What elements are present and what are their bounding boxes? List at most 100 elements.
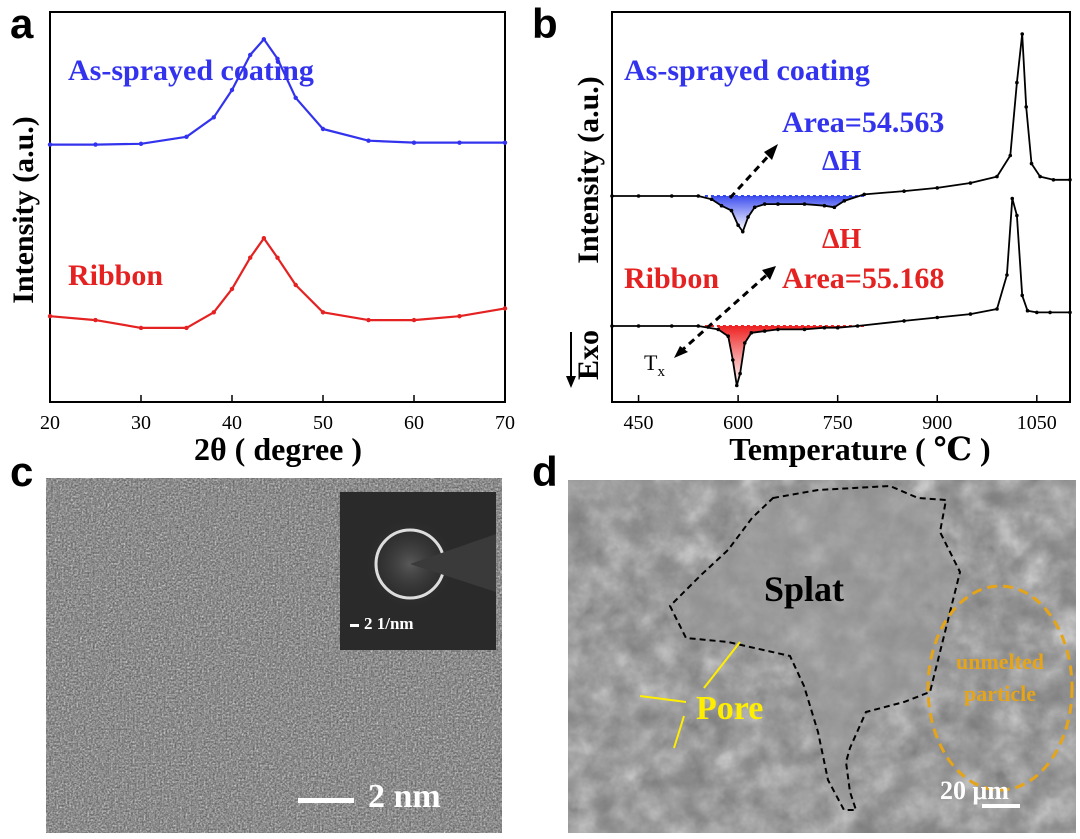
data-point — [47, 142, 53, 147]
pore-arrows — [639, 641, 741, 749]
data-point — [1024, 105, 1028, 109]
data-point — [275, 56, 280, 61]
x-tick-label: 450 — [624, 412, 654, 434]
splat-region — [668, 484, 962, 811]
series-label-ribbon: Ribbon — [68, 259, 163, 292]
data-point — [738, 371, 742, 376]
data-point — [726, 334, 730, 339]
scale-bar — [298, 798, 354, 803]
x-axis-label: Temperature ( ℃ ) — [729, 431, 990, 467]
data-point — [1068, 310, 1072, 315]
data-point — [776, 202, 780, 206]
data-point — [229, 87, 235, 93]
splat-label: Splat — [764, 569, 845, 609]
x-tick-label: 1050 — [1017, 412, 1057, 434]
data-point — [636, 194, 641, 198]
series-label-as-sprayed: As-sprayed coating — [68, 54, 314, 87]
data-point — [995, 174, 999, 179]
data-point — [822, 325, 827, 330]
data-point — [669, 194, 674, 198]
data-point — [248, 255, 253, 260]
data-point — [719, 203, 724, 208]
exo-label: Exo — [572, 330, 605, 380]
scale-label: 20 μm — [940, 776, 1009, 805]
data-point — [734, 383, 739, 388]
data-point — [457, 140, 462, 145]
data-point — [669, 324, 674, 328]
data-point — [1005, 273, 1009, 277]
x-tick-label: 60 — [404, 412, 424, 434]
data-point — [47, 314, 53, 319]
y-axis-label: Intensity (a.u.) — [572, 76, 605, 264]
data-point — [1025, 308, 1030, 313]
data-point — [746, 215, 750, 219]
dh-area-fill-1 — [718, 326, 858, 386]
data-point — [457, 314, 462, 319]
data-point — [320, 126, 326, 132]
data-point — [716, 327, 721, 332]
data-point — [1020, 32, 1025, 36]
scale-label: 2 nm — [368, 778, 441, 815]
data-point — [610, 194, 614, 198]
data-point — [1048, 310, 1052, 315]
scale-bar — [982, 804, 1020, 808]
dsc-chart: 450 600 750 900 1050 As-sprayed coating Area… — [566, 11, 1072, 467]
panel-letter-d: d — [532, 448, 558, 495]
data-point — [902, 189, 906, 193]
data-point — [762, 202, 767, 206]
panel-letter-a: a — [10, 0, 34, 47]
data-point — [610, 324, 614, 328]
x-tick-label: 600 — [723, 412, 753, 434]
series-label-ribbon: Ribbon — [624, 262, 719, 295]
data-point — [835, 325, 840, 330]
data-point — [802, 327, 807, 332]
data-point — [293, 282, 298, 288]
dh-area-fill-0 — [711, 194, 865, 232]
area-label-bottom: Area=55.168 — [782, 262, 944, 295]
sem-image: Splat Pore unmelted particle 20 μm — [568, 480, 1076, 833]
data-point — [696, 324, 701, 328]
x-tick-label: 750 — [823, 412, 853, 434]
data-point — [261, 236, 267, 241]
dh-label-bottom: ΔH — [822, 224, 862, 255]
plot-frame — [49, 11, 506, 403]
data-point — [709, 197, 714, 202]
annotation-arrows — [674, 144, 778, 358]
data-point — [320, 310, 326, 315]
data-point — [411, 317, 417, 323]
area-label-top: Area=54.563 — [782, 106, 944, 139]
data-point — [211, 310, 216, 315]
x-tick-label: 900 — [922, 412, 952, 434]
data-point — [184, 134, 189, 139]
data-point — [1038, 174, 1042, 179]
data-point — [275, 255, 280, 260]
arrow-bottom — [679, 270, 771, 354]
plot-frame — [611, 11, 1071, 403]
data-point — [366, 317, 371, 323]
data-point — [636, 324, 641, 328]
data-point — [1020, 293, 1025, 298]
data-point — [696, 194, 701, 198]
data-point — [1035, 310, 1039, 315]
dh-label-top: ΔH — [822, 146, 862, 177]
data-point — [862, 192, 867, 197]
sem-texture — [568, 480, 1076, 833]
x-tick-label: 70 — [495, 412, 515, 434]
data-point — [968, 312, 973, 316]
data-point — [1010, 196, 1015, 201]
arrowhead-top — [764, 144, 778, 160]
data-point — [762, 329, 767, 333]
data-point — [93, 317, 98, 323]
x-tick-label: 40 — [222, 412, 242, 434]
pore-label: Pore — [696, 690, 764, 727]
data-point — [802, 202, 807, 206]
data-point — [1008, 153, 1013, 158]
data-point — [261, 37, 267, 42]
exo-arrow-head — [566, 376, 576, 388]
arrowhead-bottom — [762, 266, 776, 280]
xrd-chart: 20 30 40 50 60 70 As-sprayed coating Ribbon 2… — [7, 11, 515, 467]
data-point — [731, 358, 735, 362]
data-point — [1051, 178, 1056, 182]
data-point — [935, 315, 940, 320]
dsc-curve-0 — [612, 33, 1070, 233]
